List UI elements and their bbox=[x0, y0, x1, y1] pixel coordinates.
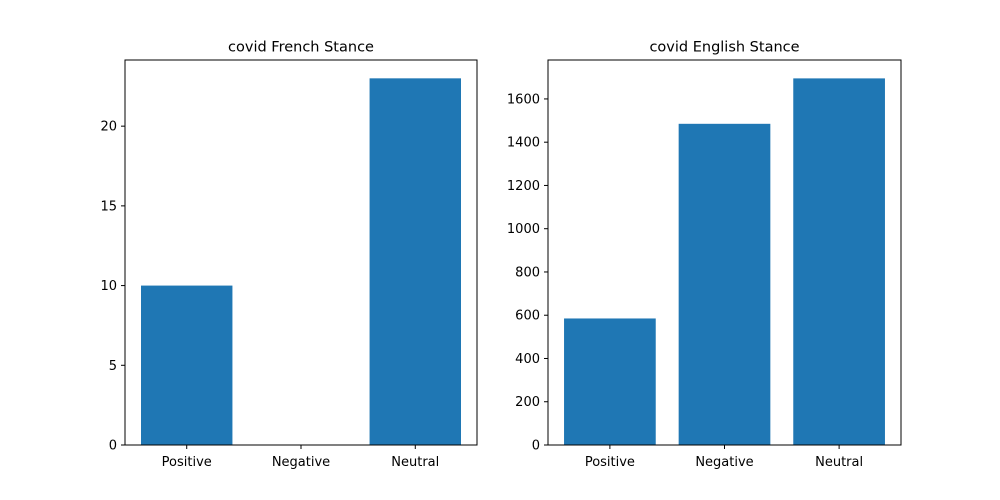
y-tick-label: 1000 bbox=[507, 222, 540, 237]
y-tick-label: 15 bbox=[100, 199, 117, 214]
y-tick-label: 10 bbox=[100, 279, 117, 294]
french-stance-chart: covid French Stance Positive Negative Neut… bbox=[100, 40, 478, 470]
y-tick-label: 1600 bbox=[507, 92, 540, 107]
english-stance-chart: covid English Stance Positive Negative Neu… bbox=[507, 40, 902, 470]
bar-positive bbox=[141, 285, 233, 445]
bar-neutral bbox=[793, 78, 885, 446]
chart-title: covid French Stance bbox=[228, 40, 374, 56]
y-tick-label: 0 bbox=[532, 439, 540, 454]
x-tick-label: Negative bbox=[695, 455, 753, 470]
y-tick-label: 1200 bbox=[507, 179, 540, 194]
y-tick-label: 5 bbox=[109, 359, 117, 374]
y-tick-label: 1400 bbox=[507, 136, 540, 151]
y-tick-label: 20 bbox=[100, 120, 117, 135]
y-tick-label: 800 bbox=[515, 265, 540, 280]
bar-positive bbox=[564, 318, 656, 445]
x-tick-label: Positive bbox=[162, 455, 212, 470]
bar-neutral bbox=[369, 78, 461, 445]
chart-title: covid English Stance bbox=[649, 40, 799, 56]
x-tick-label: Positive bbox=[585, 455, 635, 470]
x-tick-label: Negative bbox=[272, 455, 330, 470]
x-tick-label: Neutral bbox=[815, 455, 863, 470]
y-tick-label: 600 bbox=[515, 309, 540, 324]
y-tick-label: 400 bbox=[515, 352, 540, 367]
y-tick-label: 0 bbox=[109, 439, 117, 454]
bar-negative bbox=[678, 123, 771, 445]
y-tick-label: 200 bbox=[515, 395, 540, 410]
x-tick-label: Neutral bbox=[391, 455, 439, 470]
